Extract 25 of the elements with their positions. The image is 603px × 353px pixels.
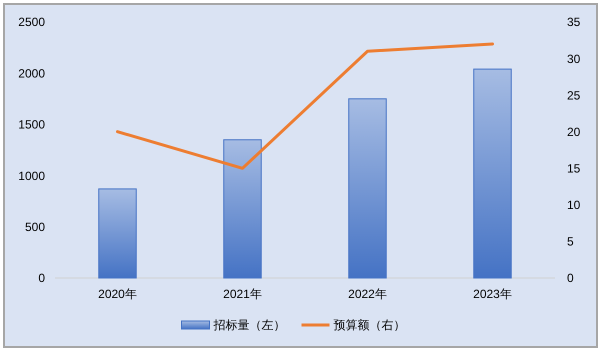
legend-label: 预算额（右） <box>334 318 406 332</box>
legend-label: 招标量（左） <box>212 318 286 332</box>
x-tick-label: 2022年 <box>348 287 387 301</box>
y2-tick-label: 20 <box>567 124 581 139</box>
y-tick-label: 1000 <box>18 168 46 183</box>
y2-tick-label: 25 <box>567 88 581 102</box>
y-tick-label: 1500 <box>18 118 46 132</box>
x-tick-label: 2021年 <box>223 287 262 301</box>
x-tick-label: 2020年 <box>98 287 137 301</box>
y2-tick-label: 10 <box>567 198 581 212</box>
bar <box>98 188 137 278</box>
bar <box>223 139 262 278</box>
y2-tick-label: 35 <box>567 15 581 30</box>
line-series <box>116 42 494 170</box>
bar <box>348 98 387 278</box>
y2-tick-label: 30 <box>567 52 581 66</box>
y-tick-label: 2500 <box>18 15 46 30</box>
x-tick-label: 2023年 <box>473 287 512 301</box>
y2-tick-label: 15 <box>567 161 581 176</box>
y-tick-label: 0 <box>38 271 46 286</box>
y-tick-label: 500 <box>24 220 46 234</box>
y-tick-label: 2000 <box>18 66 46 80</box>
y2-tick-label: 0 <box>567 271 574 286</box>
y2-tick-label: 5 <box>567 234 574 249</box>
bar <box>473 68 512 278</box>
